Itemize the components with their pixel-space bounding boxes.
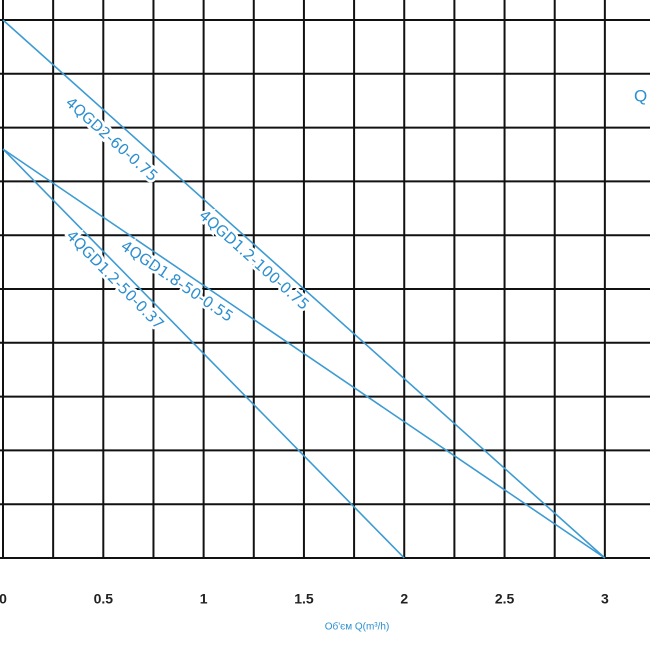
annotation: 4QGD2-60-0.75 bbox=[62, 93, 162, 185]
curve bbox=[2, 148, 405, 559]
y-axis-label: Q bbox=[634, 86, 647, 105]
curve bbox=[2, 19, 606, 559]
x-tick-label: 0.5 bbox=[94, 591, 114, 607]
x-tick-label: 0 bbox=[0, 591, 7, 607]
x-tick-label: 2 bbox=[400, 591, 408, 607]
curve bbox=[2, 148, 606, 559]
x-tick-label: 3 bbox=[601, 591, 609, 607]
x-tick-label: 1 bbox=[200, 591, 208, 607]
x-axis-label: Об'єм Q(m³/h) bbox=[325, 621, 390, 633]
series-label: 4QGD1.2-50-0.37 bbox=[63, 227, 168, 334]
x-tick-label: 1.5 bbox=[294, 591, 314, 607]
x-tick-label: 2.5 bbox=[495, 591, 515, 607]
